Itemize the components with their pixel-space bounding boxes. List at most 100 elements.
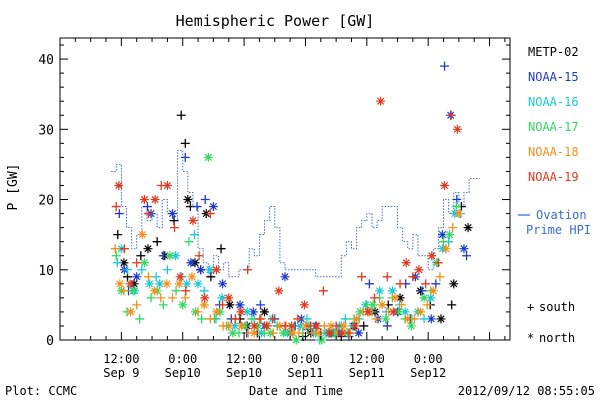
data-point-noaa-19-south bbox=[170, 223, 180, 233]
data-point-metp-02-south bbox=[359, 321, 369, 331]
data-point-noaa-18-north bbox=[237, 321, 247, 331]
data-point-noaa-16-south bbox=[137, 265, 147, 275]
data-point-noaa-18-south bbox=[397, 300, 407, 310]
data-point-noaa-19-south bbox=[230, 314, 240, 324]
data-point-noaa-17-north bbox=[139, 258, 149, 268]
data-point-noaa-19-north bbox=[427, 251, 437, 261]
data-point-noaa-19-north bbox=[414, 265, 424, 275]
data-point-noaa-18-north bbox=[326, 321, 336, 331]
data-point-noaa-17-north bbox=[406, 321, 416, 331]
data-point-metp-02-south bbox=[152, 237, 162, 247]
data-point-noaa-17-north bbox=[278, 328, 288, 338]
data-point-noaa-18-south bbox=[119, 286, 129, 296]
data-point-noaa-16-north bbox=[242, 307, 252, 317]
data-point-noaa-15-south bbox=[180, 152, 190, 162]
data-point-noaa-18-south bbox=[371, 314, 381, 324]
data-point-noaa-15-north bbox=[196, 265, 206, 275]
data-point-noaa-15-north bbox=[235, 300, 245, 310]
data-point-noaa-16-north bbox=[400, 307, 410, 317]
data-point-noaa-19-south bbox=[194, 251, 204, 261]
data-point-noaa-16-north bbox=[230, 321, 240, 331]
data-point-noaa-18-north bbox=[199, 300, 209, 310]
data-point-noaa-19-north bbox=[440, 180, 450, 190]
data-point-noaa-18-south bbox=[448, 223, 458, 233]
data-point-noaa-17-north bbox=[419, 293, 429, 303]
data-point-noaa-17-south bbox=[184, 237, 194, 247]
data-point-noaa-18-south bbox=[205, 314, 215, 324]
data-point-noaa-18-north bbox=[377, 300, 387, 310]
data-point-noaa-18-north bbox=[162, 279, 172, 289]
data-point-metp-02-south bbox=[113, 230, 123, 240]
y-tick-label: 20 bbox=[38, 194, 54, 209]
data-point-noaa-15-south bbox=[142, 202, 152, 212]
data-point-noaa-16-north bbox=[171, 251, 181, 261]
data-point-metp-02-north bbox=[449, 279, 459, 289]
south-marker-legend: + bbox=[527, 300, 534, 314]
data-point-noaa-19-south bbox=[293, 314, 303, 324]
data-point-noaa-18-north bbox=[211, 307, 221, 317]
data-point-noaa-15-south bbox=[431, 279, 441, 289]
data-point-noaa-16-north bbox=[217, 293, 227, 303]
data-point-noaa-19-south bbox=[132, 258, 142, 268]
data-point-noaa-16-south bbox=[123, 265, 132, 275]
data-point-noaa-18-north bbox=[126, 307, 136, 317]
data-point-noaa-15-north bbox=[438, 230, 447, 240]
data-point-noaa-16-south bbox=[112, 258, 122, 268]
data-point-noaa-15-south bbox=[440, 61, 450, 71]
x-tick-date-label: Sep12 bbox=[410, 366, 446, 380]
data-point-noaa-17-north bbox=[445, 230, 455, 240]
data-point-metp-02-south bbox=[447, 300, 457, 310]
y-tick-label: 30 bbox=[38, 123, 54, 138]
data-point-noaa-19-south bbox=[318, 286, 328, 296]
ovation-hpi-line-group bbox=[111, 149, 480, 278]
data-point-noaa-19-north bbox=[162, 180, 172, 190]
data-point-noaa-16-north bbox=[387, 286, 397, 296]
data-point-noaa-17-north bbox=[291, 335, 301, 345]
x-tick-label: 12:00 bbox=[226, 352, 262, 366]
data-point-noaa-19-south bbox=[331, 321, 341, 331]
data-point-noaa-15-south bbox=[364, 279, 374, 289]
data-point-metp-02-south bbox=[206, 272, 216, 282]
data-point-noaa-15-north bbox=[354, 328, 364, 338]
data-point-metp-02-north bbox=[463, 223, 473, 233]
ovation-label-line1: Ovation bbox=[536, 208, 587, 222]
north-marker-legend: * bbox=[527, 331, 534, 345]
data-point-noaa-19-south bbox=[181, 286, 191, 296]
data-point-noaa-19-south bbox=[344, 328, 354, 338]
data-point-noaa-18-north bbox=[115, 279, 125, 289]
data-point-noaa-16-north bbox=[375, 286, 385, 296]
data-point-noaa-19-south bbox=[119, 244, 129, 254]
data-point-metp-02-south bbox=[136, 251, 146, 261]
x-tick-label: 12:00 bbox=[103, 352, 139, 366]
data-point-noaa-17-south bbox=[247, 314, 257, 324]
x-tick-date-label: Sep10 bbox=[165, 366, 201, 380]
data-point-noaa-19-north bbox=[299, 300, 309, 310]
data-point-noaa-19-south bbox=[268, 314, 278, 324]
data-point-noaa-15-south bbox=[255, 300, 265, 310]
data-point-noaa-15-north bbox=[208, 202, 218, 212]
south-label: south bbox=[539, 300, 575, 314]
data-point-noaa-19-south bbox=[357, 272, 367, 282]
legend-entry-metp-02: METP-02 bbox=[528, 45, 579, 59]
data-point-noaa-18-north bbox=[174, 279, 184, 289]
x-tick-label: 0:00 bbox=[291, 352, 320, 366]
data-point-noaa-18-south bbox=[435, 272, 445, 282]
data-point-noaa-19-south bbox=[369, 293, 379, 303]
data-point-noaa-19-north bbox=[224, 293, 234, 303]
data-point-noaa-19-north bbox=[175, 272, 185, 282]
data-point-noaa-15-north bbox=[459, 244, 469, 254]
data-point-noaa-15-south bbox=[192, 202, 202, 212]
data-point-noaa-18-north bbox=[428, 286, 438, 296]
x-tick-date-label: Sep11 bbox=[287, 366, 323, 380]
data-point-noaa-15-south bbox=[417, 286, 427, 296]
data-point-noaa-17-south bbox=[171, 286, 181, 296]
data-point-metp-02-south bbox=[176, 110, 186, 120]
data-point-noaa-19-north bbox=[274, 286, 284, 296]
data-point-metp-02-north bbox=[225, 300, 235, 310]
data-point-noaa-17-south bbox=[451, 202, 461, 212]
data-point-noaa-19-south bbox=[421, 279, 431, 289]
data-point-noaa-19-north bbox=[376, 96, 386, 106]
legend-entry-noaa-18: NOAA-18 bbox=[528, 145, 579, 159]
y-tick-label: 10 bbox=[38, 264, 54, 279]
data-point-noaa-19-north bbox=[200, 293, 210, 303]
